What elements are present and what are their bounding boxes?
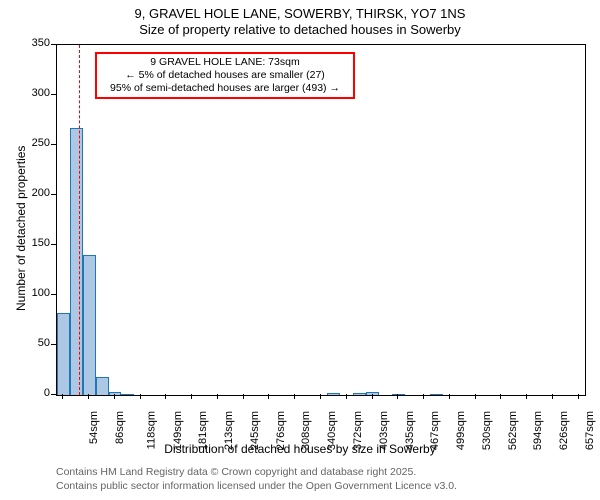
y-tick-label: 100 xyxy=(20,287,50,299)
histogram-bar xyxy=(366,392,379,395)
x-tick xyxy=(165,394,166,399)
y-tick-label: 350 xyxy=(20,37,50,49)
histogram-bar xyxy=(57,313,70,395)
x-tick xyxy=(294,394,295,399)
histogram-bar xyxy=(70,128,83,395)
y-tick xyxy=(51,44,56,45)
y-tick-label: 250 xyxy=(20,137,50,149)
x-tick xyxy=(191,394,192,399)
x-tick xyxy=(346,394,347,399)
x-tick xyxy=(268,394,269,399)
y-tick xyxy=(51,94,56,95)
x-tick xyxy=(449,394,450,399)
x-tick xyxy=(140,394,141,399)
x-tick xyxy=(475,394,476,399)
y-tick xyxy=(51,194,56,195)
footer-line-1: Contains HM Land Registry data © Crown c… xyxy=(56,466,416,478)
x-tick xyxy=(320,394,321,399)
x-tick xyxy=(217,394,218,399)
chart-title-line1: 9, GRAVEL HOLE LANE, SOWERBY, THIRSK, YO… xyxy=(0,6,600,21)
x-tick xyxy=(578,394,579,399)
property-size-chart: 9, GRAVEL HOLE LANE, SOWERBY, THIRSK, YO… xyxy=(0,0,600,500)
y-tick xyxy=(51,244,56,245)
y-tick-label: 150 xyxy=(20,237,50,249)
histogram-bar xyxy=(121,394,134,395)
y-tick xyxy=(51,144,56,145)
y-tick-label: 50 xyxy=(20,337,50,349)
y-tick xyxy=(51,344,56,345)
x-tick xyxy=(88,394,89,399)
x-tick xyxy=(397,394,398,399)
annotation-line-1: 9 GRAVEL HOLE LANE: 73sqm xyxy=(103,56,347,69)
histogram-bar xyxy=(96,377,109,395)
x-tick xyxy=(526,394,527,399)
x-tick-label: 86sqm xyxy=(114,411,126,444)
histogram-bar xyxy=(327,393,340,395)
y-tick-label: 300 xyxy=(20,87,50,99)
annotation-box: 9 GRAVEL HOLE LANE: 73sqm ← 5% of detach… xyxy=(95,52,355,99)
histogram-bar xyxy=(392,394,405,395)
y-tick xyxy=(51,394,56,395)
x-tick xyxy=(500,394,501,399)
x-tick xyxy=(372,394,373,399)
x-tick xyxy=(62,394,63,399)
histogram-bar xyxy=(109,392,122,395)
histogram-bar xyxy=(353,393,366,395)
histogram-bar xyxy=(430,394,443,395)
x-axis-title: Distribution of detached houses by size … xyxy=(0,442,600,456)
histogram-bar xyxy=(83,255,96,395)
annotation-line-3: 95% of semi-detached houses are larger (… xyxy=(103,82,347,95)
y-tick-label: 0 xyxy=(20,387,50,399)
x-tick xyxy=(114,394,115,399)
y-tick xyxy=(51,294,56,295)
y-tick-label: 200 xyxy=(20,187,50,199)
subject-marker-line xyxy=(79,45,80,395)
x-tick xyxy=(243,394,244,399)
x-tick-label: 54sqm xyxy=(88,411,100,444)
annotation-line-2: ← 5% of detached houses are smaller (27) xyxy=(103,69,347,82)
chart-title-line2: Size of property relative to detached ho… xyxy=(0,22,600,37)
footer-line-2: Contains public sector information licen… xyxy=(56,480,457,492)
x-tick xyxy=(552,394,553,399)
x-tick xyxy=(423,394,424,399)
